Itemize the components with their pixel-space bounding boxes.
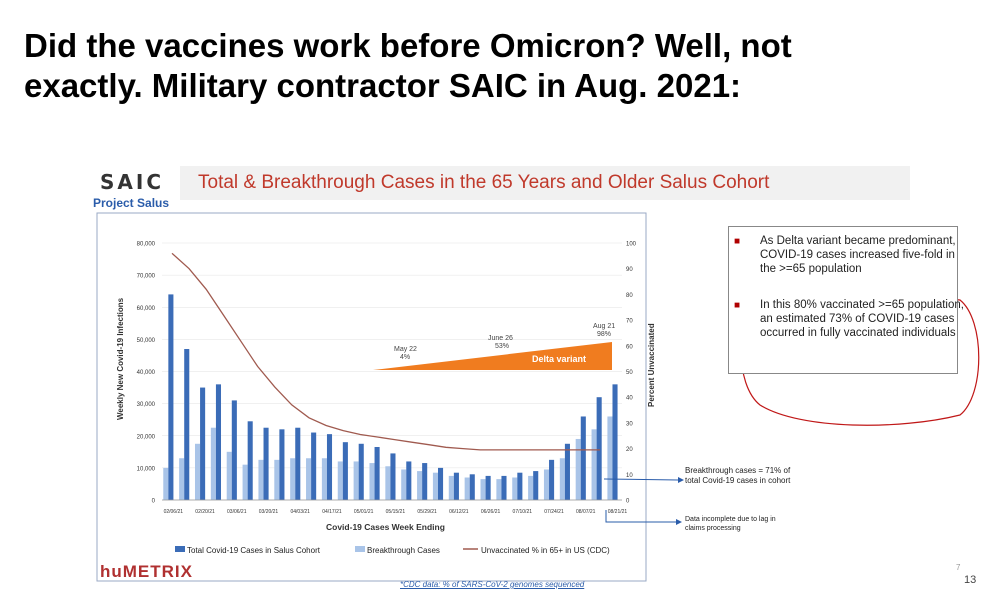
humetrix-logo: huMETRIX (100, 562, 193, 581)
slide-title-band (180, 166, 910, 200)
page-number: 13 (964, 574, 977, 586)
slide-page-number: 7 (956, 563, 961, 572)
saic-logo: SAIC (100, 170, 165, 194)
cdc-footnote: *CDC data: % of SARS-CoV-2 genomes seque… (400, 580, 585, 589)
slide-title: Total & Breakthrough Cases in the 65 Yea… (198, 172, 770, 193)
breakthrough-callout: Breakthrough cases = 71% of total Covid-… (685, 466, 791, 485)
project-salus-label: Project Salus (93, 196, 170, 210)
bullet-1-marker: ■ (734, 236, 741, 247)
note-bullet-2: In this 80% vaccinated >=65 population, … (760, 299, 964, 339)
incomplete-callout: Data incomplete due to lag in claims pro… (685, 516, 776, 532)
note-bullet-1: As Delta variant became predominant, COV… (760, 235, 956, 275)
headline: Did the vaccines work before Omicron? We… (24, 26, 964, 106)
bullet-2-marker: ■ (734, 300, 741, 311)
headline-line-2: exactly. Military contractor SAIC in Aug… (24, 67, 742, 104)
notes-box (728, 226, 958, 374)
headline-line-1: Did the vaccines work before Omicron? We… (24, 27, 792, 64)
